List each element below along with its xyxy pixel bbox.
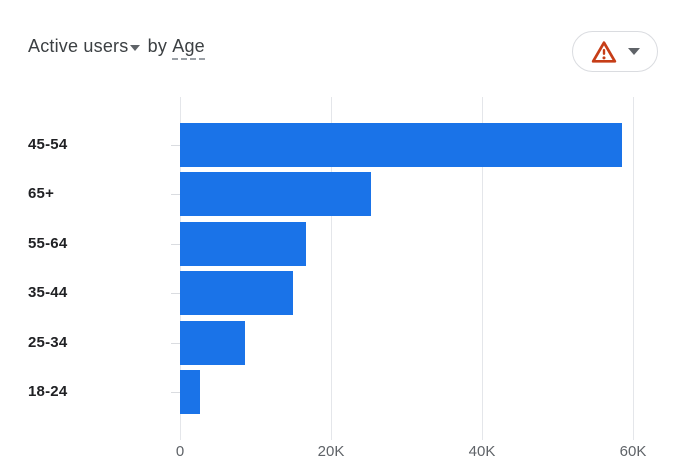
card-header: Active users by Age [0, 0, 685, 80]
bar-25-34 [180, 321, 245, 365]
category-label: 65+ [28, 185, 55, 202]
bar-35-44 [180, 271, 294, 315]
category-label: 18-24 [28, 383, 68, 400]
metric-label: Active users [28, 36, 129, 56]
dimension-selector[interactable]: Age [172, 36, 205, 60]
y-tick [170, 244, 180, 245]
gridline [179, 97, 181, 440]
chart-title: Active users by Age [28, 36, 205, 60]
x-tick-label: 20K [317, 443, 345, 460]
title-connector: by [142, 36, 173, 56]
y-tick [170, 392, 180, 393]
bar-55-64 [180, 222, 307, 266]
data-quality-button[interactable] [572, 31, 658, 72]
bar-45-54 [180, 123, 622, 167]
category-label: 55-64 [28, 235, 68, 252]
gridline [330, 97, 332, 440]
dropdown-arrow-icon [130, 44, 141, 51]
chevron-down-icon [627, 48, 640, 55]
bar-18-24 [180, 370, 200, 414]
bar-65+ [180, 172, 371, 216]
gridline [481, 97, 483, 440]
x-tick-label: 40K [468, 443, 496, 460]
y-tick [170, 293, 180, 294]
warning-triangle-icon [591, 40, 617, 64]
x-tick-label: 60K [619, 443, 647, 460]
y-tick [170, 194, 180, 195]
x-tick-label: 0 [175, 443, 185, 460]
category-label: 35-44 [28, 284, 68, 301]
y-tick [170, 145, 180, 146]
y-tick [170, 343, 180, 344]
category-label: 45-54 [28, 136, 68, 153]
gridline [632, 97, 634, 440]
metric-selector[interactable]: Active users [28, 36, 142, 57]
category-label: 25-34 [28, 334, 68, 351]
